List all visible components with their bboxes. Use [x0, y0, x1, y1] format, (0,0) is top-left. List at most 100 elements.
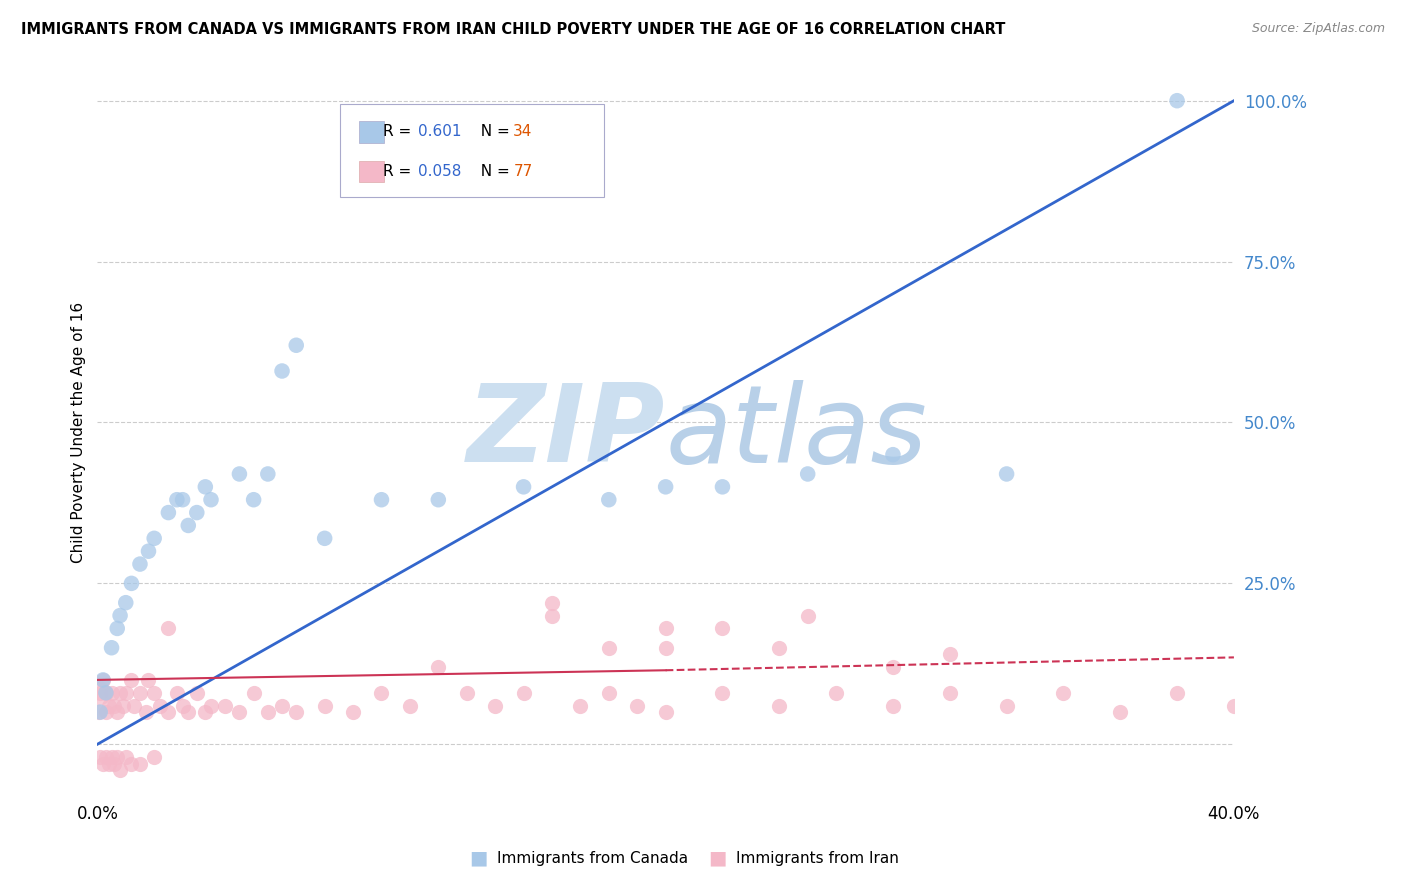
- Point: [100, 686, 122, 700]
- Point: [569, 698, 592, 713]
- Point: [114, 686, 136, 700]
- Point: [103, 698, 125, 713]
- Point: [105, 622, 128, 636]
- Point: [138, 544, 160, 558]
- Point: [995, 698, 1018, 713]
- Point: [1166, 686, 1188, 700]
- Point: [108, 686, 131, 700]
- Point: [711, 686, 734, 700]
- Point: [103, 756, 125, 771]
- Point: [87, 705, 110, 719]
- Point: [100, 640, 122, 655]
- Point: [370, 686, 392, 700]
- Point: [654, 480, 676, 494]
- Point: [399, 698, 422, 713]
- Point: [114, 750, 136, 764]
- Point: [1223, 698, 1246, 713]
- Point: [314, 532, 336, 546]
- Point: [541, 596, 564, 610]
- Point: [626, 698, 648, 713]
- Point: [512, 480, 534, 494]
- Point: [166, 686, 188, 700]
- Point: [342, 705, 364, 719]
- Point: [825, 686, 848, 700]
- Point: [100, 750, 122, 764]
- Point: [194, 480, 217, 494]
- Point: [427, 492, 450, 507]
- Point: [91, 756, 114, 771]
- Point: [285, 705, 308, 719]
- Point: [200, 492, 222, 507]
- Point: [97, 698, 120, 713]
- Point: [939, 686, 962, 700]
- Point: [882, 698, 904, 713]
- Point: [228, 467, 250, 481]
- Point: [256, 705, 278, 719]
- Point: [598, 686, 620, 700]
- Point: [172, 492, 194, 507]
- Point: [138, 673, 160, 687]
- Point: [242, 686, 264, 700]
- Point: [186, 506, 208, 520]
- Point: [172, 698, 194, 713]
- Point: [105, 750, 128, 764]
- Point: [796, 467, 818, 481]
- Text: 34: 34: [513, 125, 533, 139]
- Point: [271, 364, 294, 378]
- Point: [129, 686, 152, 700]
- Point: [94, 686, 117, 700]
- Text: Source: ZipAtlas.com: Source: ZipAtlas.com: [1251, 22, 1385, 36]
- Point: [228, 705, 250, 719]
- Point: [427, 660, 450, 674]
- Point: [768, 640, 790, 655]
- Point: [598, 492, 620, 507]
- Text: 0.058: 0.058: [418, 164, 461, 178]
- Point: [105, 705, 128, 719]
- Y-axis label: Child Poverty Under the Age of 16: Child Poverty Under the Age of 16: [72, 301, 86, 563]
- Point: [143, 750, 166, 764]
- Point: [541, 608, 564, 623]
- Point: [143, 686, 166, 700]
- Text: Immigrants from Iran: Immigrants from Iran: [735, 851, 898, 866]
- Point: [1166, 94, 1188, 108]
- Point: [166, 492, 188, 507]
- Point: [314, 698, 336, 713]
- Point: [120, 576, 142, 591]
- Point: [598, 640, 620, 655]
- Point: [89, 686, 111, 700]
- Point: [194, 705, 217, 719]
- Point: [456, 686, 478, 700]
- Point: [129, 756, 152, 771]
- Text: Immigrants from Canada: Immigrants from Canada: [496, 851, 688, 866]
- Text: N =: N =: [471, 164, 515, 178]
- Point: [124, 698, 146, 713]
- Point: [654, 705, 676, 719]
- Point: [114, 596, 136, 610]
- Text: R =: R =: [382, 164, 416, 178]
- Point: [711, 622, 734, 636]
- Point: [94, 750, 117, 764]
- Point: [157, 705, 180, 719]
- Point: [285, 338, 308, 352]
- Point: [91, 673, 114, 687]
- Text: ZIP: ZIP: [467, 379, 665, 485]
- Text: N =: N =: [471, 125, 515, 139]
- Point: [882, 448, 904, 462]
- Point: [271, 698, 294, 713]
- Point: [484, 698, 506, 713]
- Point: [995, 467, 1018, 481]
- Point: [108, 763, 131, 777]
- Point: [157, 622, 180, 636]
- Point: [711, 480, 734, 494]
- Point: [157, 506, 180, 520]
- Point: [135, 705, 157, 719]
- Point: [89, 750, 111, 764]
- Point: [214, 698, 236, 713]
- Point: [89, 705, 111, 719]
- Point: [768, 698, 790, 713]
- Point: [177, 518, 200, 533]
- Point: [177, 705, 200, 719]
- Point: [882, 660, 904, 674]
- Point: [97, 756, 120, 771]
- Point: [94, 705, 117, 719]
